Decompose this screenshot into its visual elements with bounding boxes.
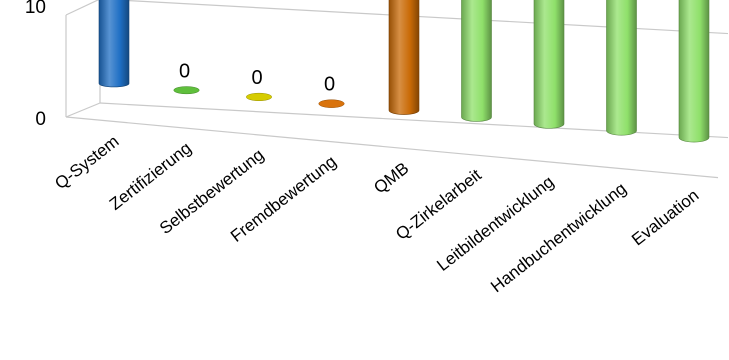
bar-selbstbewertung: [246, 92, 272, 101]
bar-body: [98, 0, 130, 88]
bar-body: [606, 0, 637, 136]
bar-qmb: [388, 0, 420, 115]
bar-series: [98, 0, 710, 143]
data-labels: 500047673: [179, 61, 335, 96]
data-label: 0: [179, 61, 190, 83]
y-tick-label: 0: [35, 109, 46, 130]
y-axis: 0 10: [25, 0, 46, 130]
x-tick-label: Handbuchentwicklung: [487, 179, 630, 296]
side-wall-top: [65, 0, 100, 16]
bar-evaluation: [678, 0, 710, 143]
data-label: 0: [251, 67, 262, 89]
bar-q-system: [98, 0, 130, 88]
bar-body: [678, 0, 710, 143]
floor-front-edge: [65, 116, 719, 179]
y-tick-label: 10: [25, 0, 46, 18]
bar-q-zirkelarbeit: [461, 0, 492, 122]
data-label: 0: [324, 74, 335, 96]
x-axis: Q-SystemZertifizierungSelbstbewertungFre…: [51, 132, 702, 297]
x-tick-label: Q-System: [51, 132, 122, 193]
bar-disc: [173, 86, 200, 95]
x-tick-label: Evaluation: [628, 186, 702, 250]
bar-body: [533, 0, 565, 129]
bar-fremdbewertung: [318, 99, 345, 108]
bar-body: [461, 0, 492, 122]
bar-disc: [246, 92, 272, 101]
bar-zertifizierung: [173, 86, 200, 95]
x-tick-label: QMB: [370, 159, 412, 198]
bar-leitbildentwicklung: [533, 0, 565, 129]
bar-body: [388, 0, 420, 115]
bar-handbuchentwicklung: [606, 0, 637, 136]
bar-disc: [318, 99, 345, 108]
floor-side-edge: [65, 102, 101, 118]
